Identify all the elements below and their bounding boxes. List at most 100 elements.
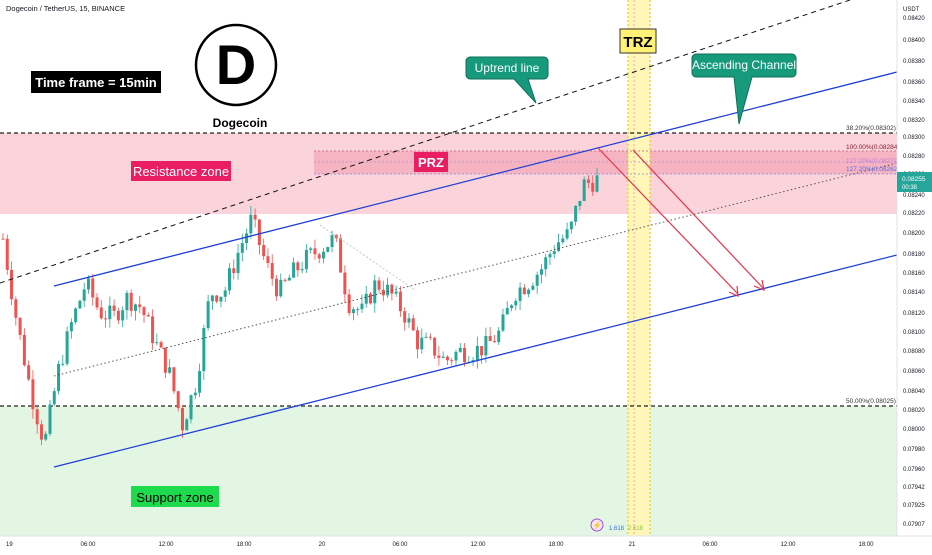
candle-body [420, 337, 424, 350]
candle-body [373, 280, 377, 304]
candle-body [176, 391, 180, 409]
time-axis-ticks: 19 06:00 12:00 18:00 20 06:00 12:00 18:00 21 06:0… [6, 542, 874, 548]
candle-body [505, 308, 509, 315]
candle-body [104, 318, 108, 320]
price-tick-label: 0.08220 [903, 211, 925, 217]
timeframe-label: Time frame = 15min [35, 75, 157, 90]
candle-body [95, 297, 99, 308]
candle-body [39, 424, 43, 440]
price-axis-panel[interactable] [897, 0, 932, 536]
time-tick-label: 19 [6, 542, 13, 548]
candle-body [407, 318, 411, 323]
candle-body [146, 315, 150, 317]
time-tick-label: 06:00 [702, 542, 718, 548]
candle-body [548, 254, 552, 258]
price-tick-label: 0.08140 [903, 290, 925, 296]
candle-body [198, 371, 202, 393]
candle-body [274, 278, 278, 297]
last-price-box [897, 172, 932, 192]
candle-body [492, 341, 496, 343]
candle-body [10, 269, 14, 300]
candle-body [539, 269, 543, 275]
candle-body [313, 248, 317, 255]
prz-label: PRZ [418, 155, 444, 170]
candle-body [257, 219, 261, 246]
candle-body [27, 365, 31, 380]
candle-body [390, 284, 394, 294]
candle-body [561, 238, 565, 243]
price-tick-label: 0.07960 [903, 467, 925, 473]
candle-body [112, 305, 116, 311]
prz-band [314, 151, 897, 174]
price-tick-label: 0.08300 [903, 135, 925, 141]
ascending-channel-callout: Ascending Channel [691, 53, 797, 125]
candle-body [296, 262, 300, 271]
price-tick-label: 0.08380 [903, 59, 925, 65]
candle-body [428, 336, 432, 338]
candle-body [309, 248, 313, 250]
candle-body [223, 290, 227, 297]
candle-body [61, 363, 65, 365]
price-tick-label: 0.08240 [903, 193, 925, 199]
price-tick-label: 0.08000 [903, 427, 925, 433]
candle-body [403, 311, 407, 323]
fib-100-label: 100.00%(0.08284) [846, 144, 900, 151]
time-tick-label: 12:00 [780, 542, 796, 548]
candle-body [227, 268, 231, 291]
candle-body [125, 292, 129, 311]
candle-body [454, 351, 458, 361]
time-tick-label: 20 [319, 542, 326, 548]
candle-body [48, 404, 52, 434]
candle-body [369, 293, 373, 304]
fib-127a-label: 127.20%(0.08279) [846, 158, 900, 165]
candle-body [377, 280, 381, 290]
lightning-icon[interactable] [590, 518, 604, 532]
candle-body [591, 182, 595, 192]
channel-upper-line [53, 71, 898, 287]
logo-letter: D [216, 33, 256, 96]
channel-lower-line [53, 254, 898, 468]
uptrend-callout: Uptrend line [465, 56, 549, 104]
candle-body [168, 367, 172, 373]
candle-body [586, 179, 590, 183]
price-tick-label: 0.08100 [903, 330, 925, 336]
support-zone-label: Support zone [136, 490, 213, 505]
time-axis-panel[interactable] [0, 536, 932, 550]
support-label-box [131, 486, 219, 507]
time-tick-label: 18:00 [236, 542, 252, 548]
candle-body [386, 284, 390, 296]
candle-body [210, 295, 214, 302]
candle-body [304, 249, 308, 270]
candle-body [501, 314, 505, 331]
candle-body [569, 221, 573, 230]
candle-body [142, 307, 146, 316]
candle-body [292, 262, 296, 278]
candle-body [116, 310, 120, 321]
resistance-zone-label: Resistance zone [133, 164, 229, 179]
last-price-value: 0.08255 [902, 176, 926, 183]
price-tick-label: 0.08200 [903, 231, 925, 237]
candle-body [326, 247, 330, 252]
candle-body [300, 269, 304, 271]
candle-body [557, 242, 561, 252]
candle-body [480, 346, 484, 356]
candle-body [78, 300, 82, 309]
candle-body [219, 296, 223, 302]
candle-body [189, 395, 193, 420]
channel-midline [53, 162, 898, 377]
candle-body [52, 391, 56, 405]
price-tick-label: 0.08400 [903, 38, 925, 44]
candle-body [180, 408, 184, 431]
candle-body [527, 289, 531, 295]
candle-body [193, 392, 197, 396]
candle-body [544, 257, 548, 270]
candle-body [441, 356, 445, 358]
candle-body [381, 289, 385, 296]
price-tick-label: 0.08340 [903, 99, 925, 105]
price-tick-label: 0.08280 [903, 154, 925, 160]
price-tick-label: 0.07980 [903, 447, 925, 453]
time-tick-label: 18:00 [858, 542, 874, 548]
price-tick-label: 0.07942 [903, 485, 925, 491]
candle-body [82, 289, 86, 301]
